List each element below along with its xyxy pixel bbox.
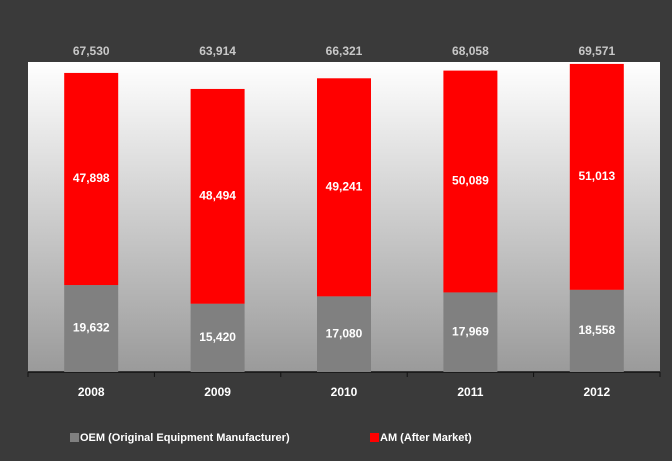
value-label: 51,013 (578, 169, 615, 183)
x-tick-label: 2011 (457, 385, 483, 399)
legend-label: AM (After Market) (380, 432, 472, 444)
value-label: 18,558 (578, 323, 615, 337)
bar-segment (317, 296, 371, 372)
bar-segment (317, 78, 371, 297)
legend-swatch (370, 433, 379, 442)
bar-segment (443, 292, 498, 372)
value-label: 17,080 (326, 326, 363, 340)
x-tick-label: 2010 (331, 385, 358, 399)
bar-segment (569, 289, 624, 372)
value-label: 47,898 (73, 171, 110, 185)
legend-label: OEM (Original Equipment Manufacturer) (80, 432, 290, 444)
bar-segment (569, 63, 624, 290)
x-tick-label: 2012 (583, 385, 610, 399)
total-label: 68,058 (452, 44, 489, 58)
value-label: 19,632 (73, 321, 110, 335)
value-label: 49,241 (326, 179, 363, 193)
x-tick-label: 2008 (78, 385, 105, 399)
bar-segment (64, 72, 119, 286)
bar-segment (443, 70, 498, 293)
total-label: 67,530 (73, 44, 110, 58)
total-label: 69,571 (578, 44, 615, 58)
legend-swatch (70, 433, 79, 442)
value-label: 15,420 (199, 330, 236, 344)
x-tick-label: 2009 (204, 385, 231, 399)
value-label: 48,494 (199, 189, 236, 203)
value-label: 17,969 (452, 324, 489, 338)
total-label: 63,914 (199, 44, 236, 58)
bar-segment (190, 88, 245, 304)
value-label: 50,089 (452, 174, 489, 188)
total-label: 66,321 (326, 44, 363, 58)
bar-segment (64, 285, 119, 372)
bar-segment (190, 303, 245, 372)
